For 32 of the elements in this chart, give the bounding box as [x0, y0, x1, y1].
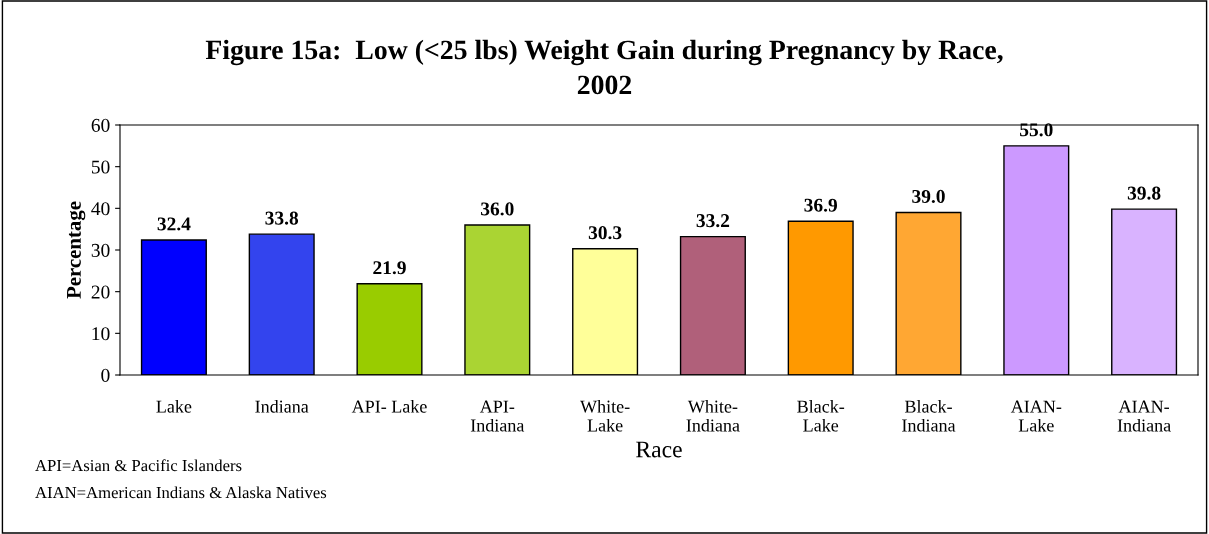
y-axis-title: Percentage [67, 201, 86, 299]
data-label: 36.0 [481, 202, 514, 216]
y-tick-label: 40 [91, 202, 110, 216]
x-tick-label: AIAN- Lake [1010, 400, 1062, 432]
x-axis-title: Race [636, 441, 682, 458]
chart-title: Figure 15a: Low (<25 lbs) Weight Gain during Pregnancy by Race, 2002 [205, 39, 1003, 95]
data-label: 30.3 [588, 226, 622, 240]
x-tick-label: White- Indiana [686, 400, 740, 432]
y-tick-label: 0 [101, 368, 110, 382]
data-label: 55.0 [1020, 123, 1053, 137]
text: API=Asian & Pacific Islanders [35, 459, 242, 472]
x-tick-label: Lake [156, 400, 192, 413]
x-tick-label: API- Indiana [470, 400, 525, 432]
data-label: 32.4 [157, 217, 191, 231]
text: AIAN=American Indians & Alaska Natives [35, 486, 327, 499]
data-label: 33.2 [696, 214, 730, 228]
x-tick-label: Black- Indiana [902, 400, 956, 432]
y-tick-label: 10 [92, 327, 110, 341]
x-tick-label: API- Lake [351, 400, 427, 413]
data-label: 36.9 [804, 198, 838, 212]
data-label: 21.9 [373, 261, 406, 275]
x-tick-label: Indiana [255, 400, 309, 413]
y-tick-label: 30 [91, 243, 110, 257]
x-tick-label: White- Lake [580, 400, 630, 432]
x-tick-label: AIAN- Indiana [1117, 400, 1171, 432]
y-tick-label: 20 [91, 285, 110, 299]
y-tick-label: 50 [91, 160, 110, 174]
y-tick-label: 60 [91, 118, 110, 132]
x-tick-label: Black- Lake [797, 400, 845, 432]
data-label: 39.8 [1127, 186, 1161, 200]
data-label: 39.0 [912, 189, 945, 204]
data-label: 33.8 [265, 211, 299, 225]
